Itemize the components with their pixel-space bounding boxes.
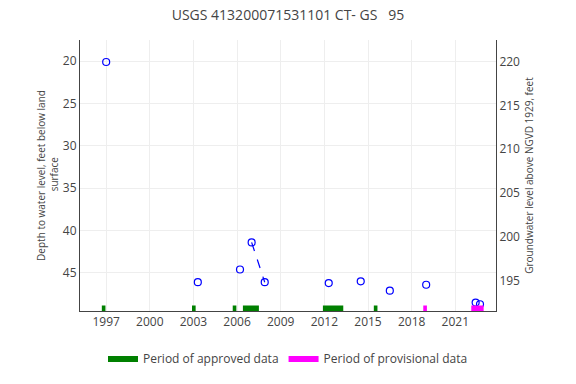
svg-text:1997: 1997	[92, 313, 120, 330]
svg-text:2006: 2006	[223, 313, 251, 330]
svg-text:205: 205	[499, 184, 520, 201]
svg-text:Period of provisional data: Period of provisional data	[324, 350, 468, 367]
svg-text:2021: 2021	[442, 313, 469, 330]
svg-text:2012: 2012	[311, 313, 339, 330]
svg-text:2009: 2009	[267, 313, 295, 330]
svg-text:25: 25	[63, 95, 77, 112]
svg-text:2015: 2015	[354, 313, 382, 330]
svg-text:215: 215	[499, 97, 520, 114]
svg-text:35: 35	[63, 179, 77, 196]
svg-text:2018: 2018	[398, 313, 426, 330]
svg-text:220: 220	[499, 53, 520, 70]
svg-text:Depth to water level, feet bel: Depth to water level, feet below land su…	[34, 90, 61, 261]
svg-text:45: 45	[63, 264, 77, 281]
svg-text:20: 20	[63, 52, 77, 69]
svg-text:Groundwater level above NGVD 1: Groundwater level above NGVD 1929, feet	[522, 77, 536, 274]
svg-text:30: 30	[63, 137, 77, 154]
svg-text:Period of approved data: Period of approved data	[143, 350, 279, 367]
svg-text:195: 195	[499, 272, 520, 289]
svg-text:2003: 2003	[180, 313, 208, 330]
svg-text:USGS 413200071531101 CT- GS: USGS 413200071531101 CT- GS 95	[172, 5, 405, 24]
svg-text:210: 210	[499, 140, 520, 157]
svg-text:200: 200	[499, 228, 520, 245]
svg-text:2000: 2000	[136, 313, 164, 330]
svg-text:40: 40	[63, 222, 77, 239]
